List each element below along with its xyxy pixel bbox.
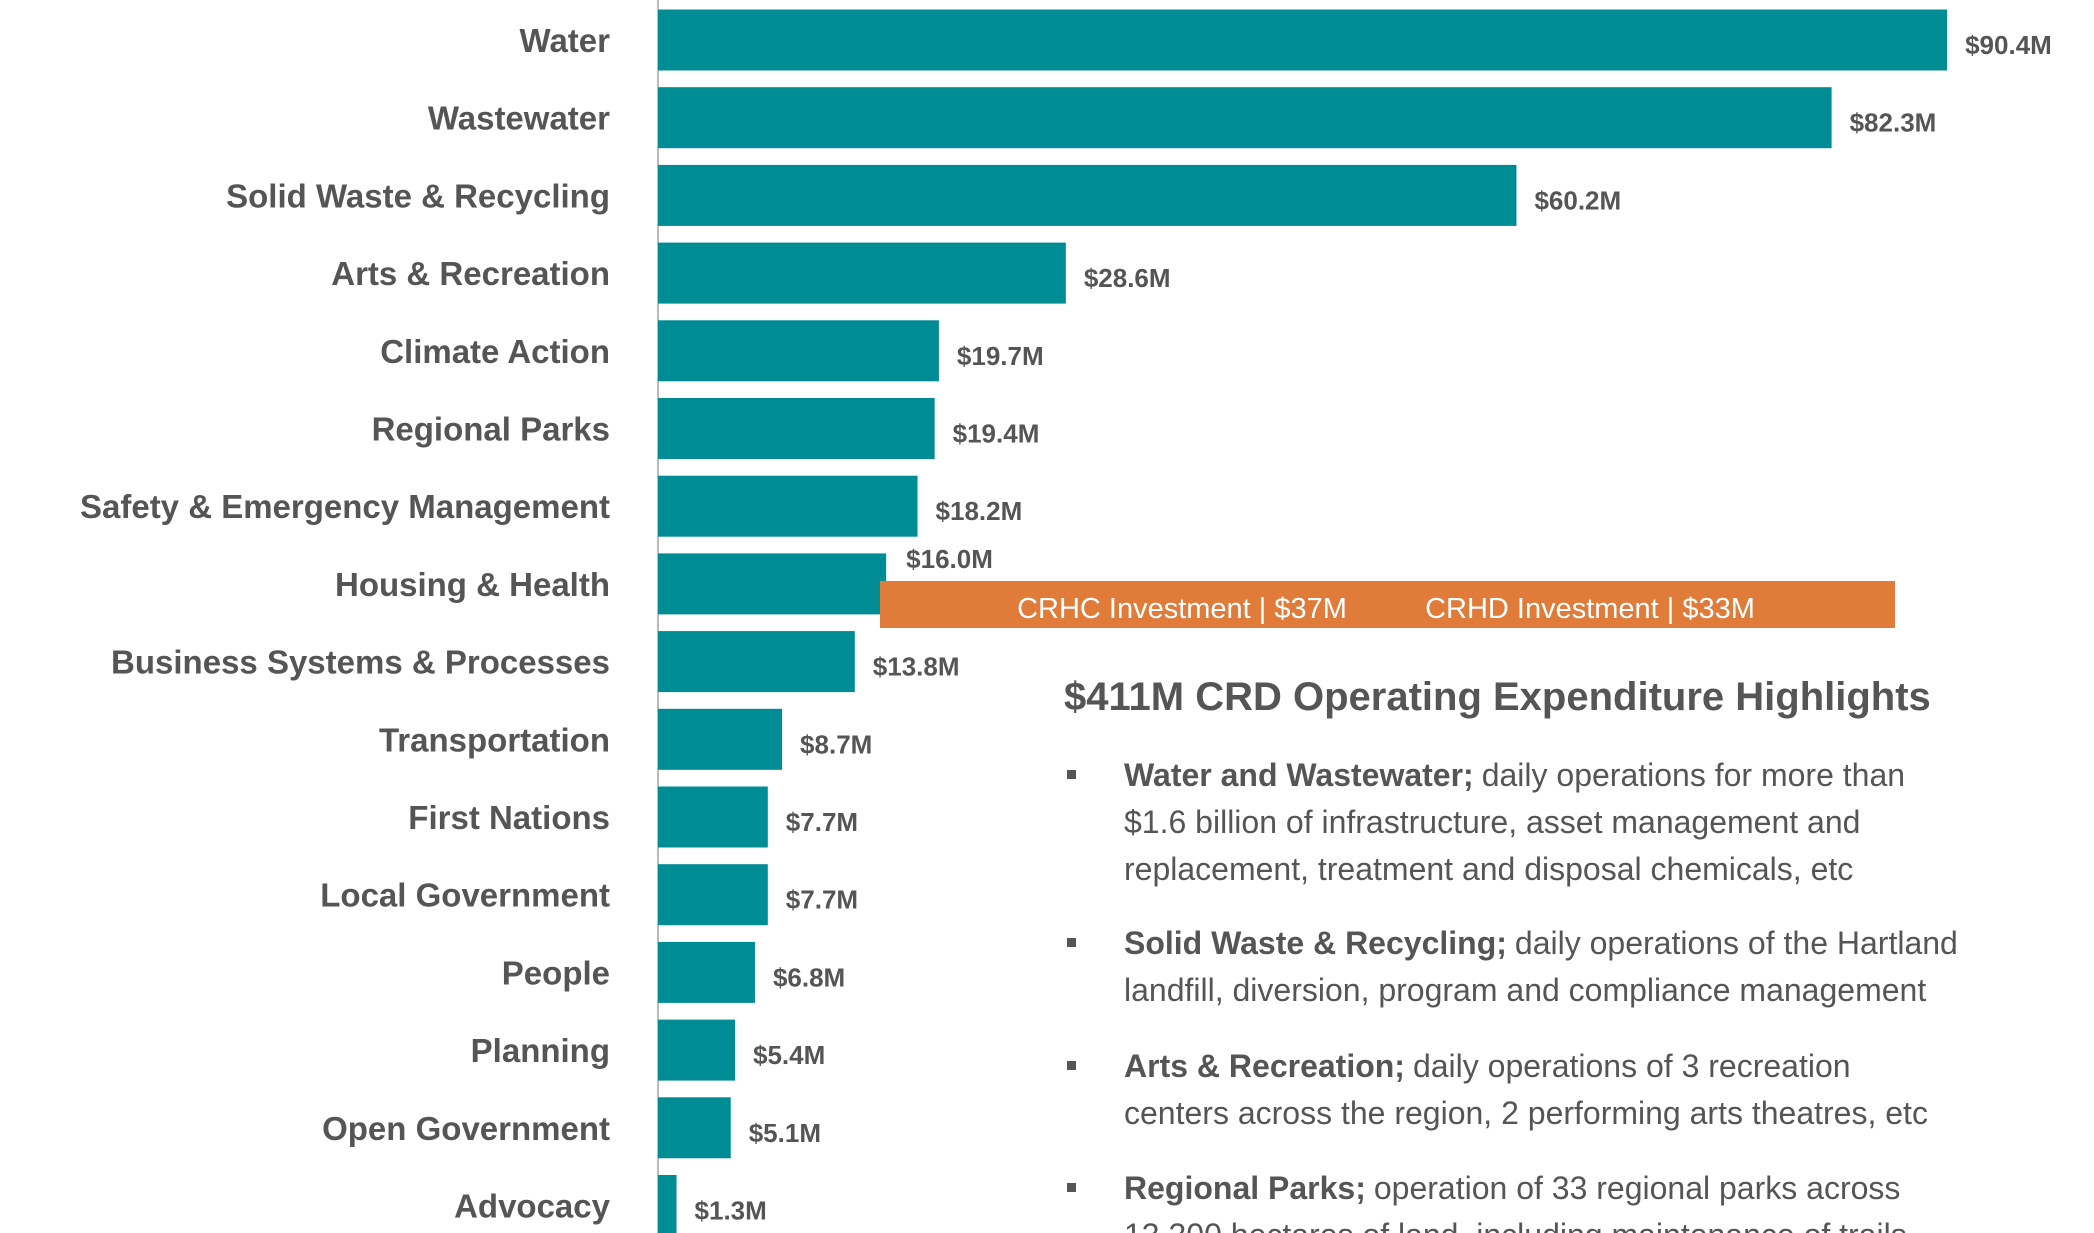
bullet-marker — [1067, 1061, 1076, 1070]
value-label: $28.6M — [1084, 263, 1171, 293]
bar — [658, 320, 939, 382]
category-label: Advocacy — [454, 1188, 611, 1225]
bar — [658, 631, 855, 693]
value-label: $13.8M — [873, 652, 960, 682]
value-label: $7.7M — [786, 885, 858, 915]
category-label: Regional Parks — [372, 411, 610, 448]
bullet-line: Solid Waste & Recycling; daily operations… — [1124, 925, 1958, 961]
bullet-title: Solid Waste & Recycling; — [1124, 925, 1507, 961]
category-label: First Nations — [408, 799, 610, 836]
category-label: Planning — [471, 1032, 610, 1069]
bullet-text: daily operations of 3 recreation — [1413, 1048, 1851, 1084]
bar — [658, 553, 887, 615]
bullet-text: 13,300 hectares of land, including maint… — [1124, 1217, 1907, 1233]
bar — [658, 398, 935, 459]
bar — [658, 786, 768, 848]
value-label: $19.4M — [953, 419, 1040, 449]
value-label: $5.1M — [749, 1118, 821, 1148]
value-label: $5.4M — [753, 1040, 825, 1070]
value-label: $18.2M — [936, 496, 1023, 526]
bullet-line: replacement, treatment and disposal chem… — [1124, 851, 1853, 887]
annotation-bar — [880, 581, 1895, 628]
value-label: $19.7M — [957, 341, 1044, 371]
bar — [658, 164, 1517, 226]
category-label: Transportation — [379, 721, 610, 758]
bullet-title: Water and Wastewater; — [1124, 757, 1474, 793]
category-label: Solid Waste & Recycling — [226, 177, 610, 214]
bar — [658, 708, 783, 770]
bullet-text: daily operations for more than — [1482, 757, 1905, 793]
bullet-marker — [1067, 770, 1076, 779]
bar — [658, 242, 1066, 304]
annotation-text: CRHD Investment | $33M — [1425, 593, 1755, 625]
category-label: Wastewater — [428, 100, 610, 137]
value-label: $16.0M — [906, 544, 993, 574]
value-label: $8.7M — [800, 729, 872, 759]
bullet-text: daily operations of the Hartland — [1515, 925, 1958, 961]
bullet-line: Water and Wastewater; daily operations fo… — [1124, 757, 1905, 793]
bullet-marker — [1067, 938, 1076, 947]
annotation-text: CRHC Investment | $37M — [1017, 593, 1347, 625]
category-label: Housing & Health — [335, 566, 610, 603]
value-label: $60.2M — [1534, 185, 1621, 215]
bullet-title: Regional Parks; — [1124, 1170, 1366, 1206]
bar — [658, 475, 918, 537]
bar — [658, 1097, 731, 1159]
value-label: $82.3M — [1850, 108, 1937, 138]
category-label: People — [502, 954, 610, 991]
bar — [658, 87, 1832, 149]
bullet-line: 13,300 hectares of land, including maint… — [1124, 1217, 1907, 1233]
category-label: Business Systems & Processes — [111, 644, 610, 681]
bullet-text: landfill, diversion, program and complia… — [1124, 972, 1926, 1008]
bar — [658, 9, 1948, 71]
value-label: $6.8M — [773, 962, 845, 992]
bullet-line: Arts & Recreation; daily operations of 3 … — [1124, 1048, 1851, 1084]
bullet-line: centers across the region, 2 performing … — [1124, 1095, 1928, 1131]
bullet-title: Arts & Recreation; — [1124, 1048, 1405, 1084]
category-label: Arts & Recreation — [331, 255, 610, 292]
bullet-text: replacement, treatment and disposal chem… — [1124, 851, 1853, 887]
bullet-text: operation of 33 regional parks across — [1374, 1170, 1901, 1206]
bullet-text: $1.6 billion of infrastructure, asset ma… — [1124, 804, 1860, 840]
category-label: Climate Action — [380, 333, 610, 370]
bullet-line: landfill, diversion, program and complia… — [1124, 972, 1926, 1008]
category-label: Safety & Emergency Management — [80, 488, 610, 525]
bullet-marker — [1067, 1183, 1076, 1192]
bullet-line: $1.6 billion of infrastructure, asset ma… — [1124, 804, 1860, 840]
value-label: $7.7M — [786, 807, 858, 837]
value-label: $1.3M — [695, 1196, 767, 1226]
bullet-line: Regional Parks; operation of 33 regional … — [1124, 1170, 1900, 1206]
bar — [658, 1019, 736, 1081]
bullet-text: centers across the region, 2 performing … — [1124, 1095, 1928, 1131]
bar — [658, 864, 768, 926]
category-label: Water — [520, 22, 611, 59]
highlights-title: $411M CRD Operating Expenditure Highligh… — [1064, 675, 1931, 719]
bar — [658, 1175, 677, 1233]
bar — [658, 941, 755, 1003]
value-label: $90.4M — [1965, 30, 2052, 60]
category-label: Local Government — [320, 877, 610, 914]
category-label: Open Government — [322, 1110, 610, 1147]
